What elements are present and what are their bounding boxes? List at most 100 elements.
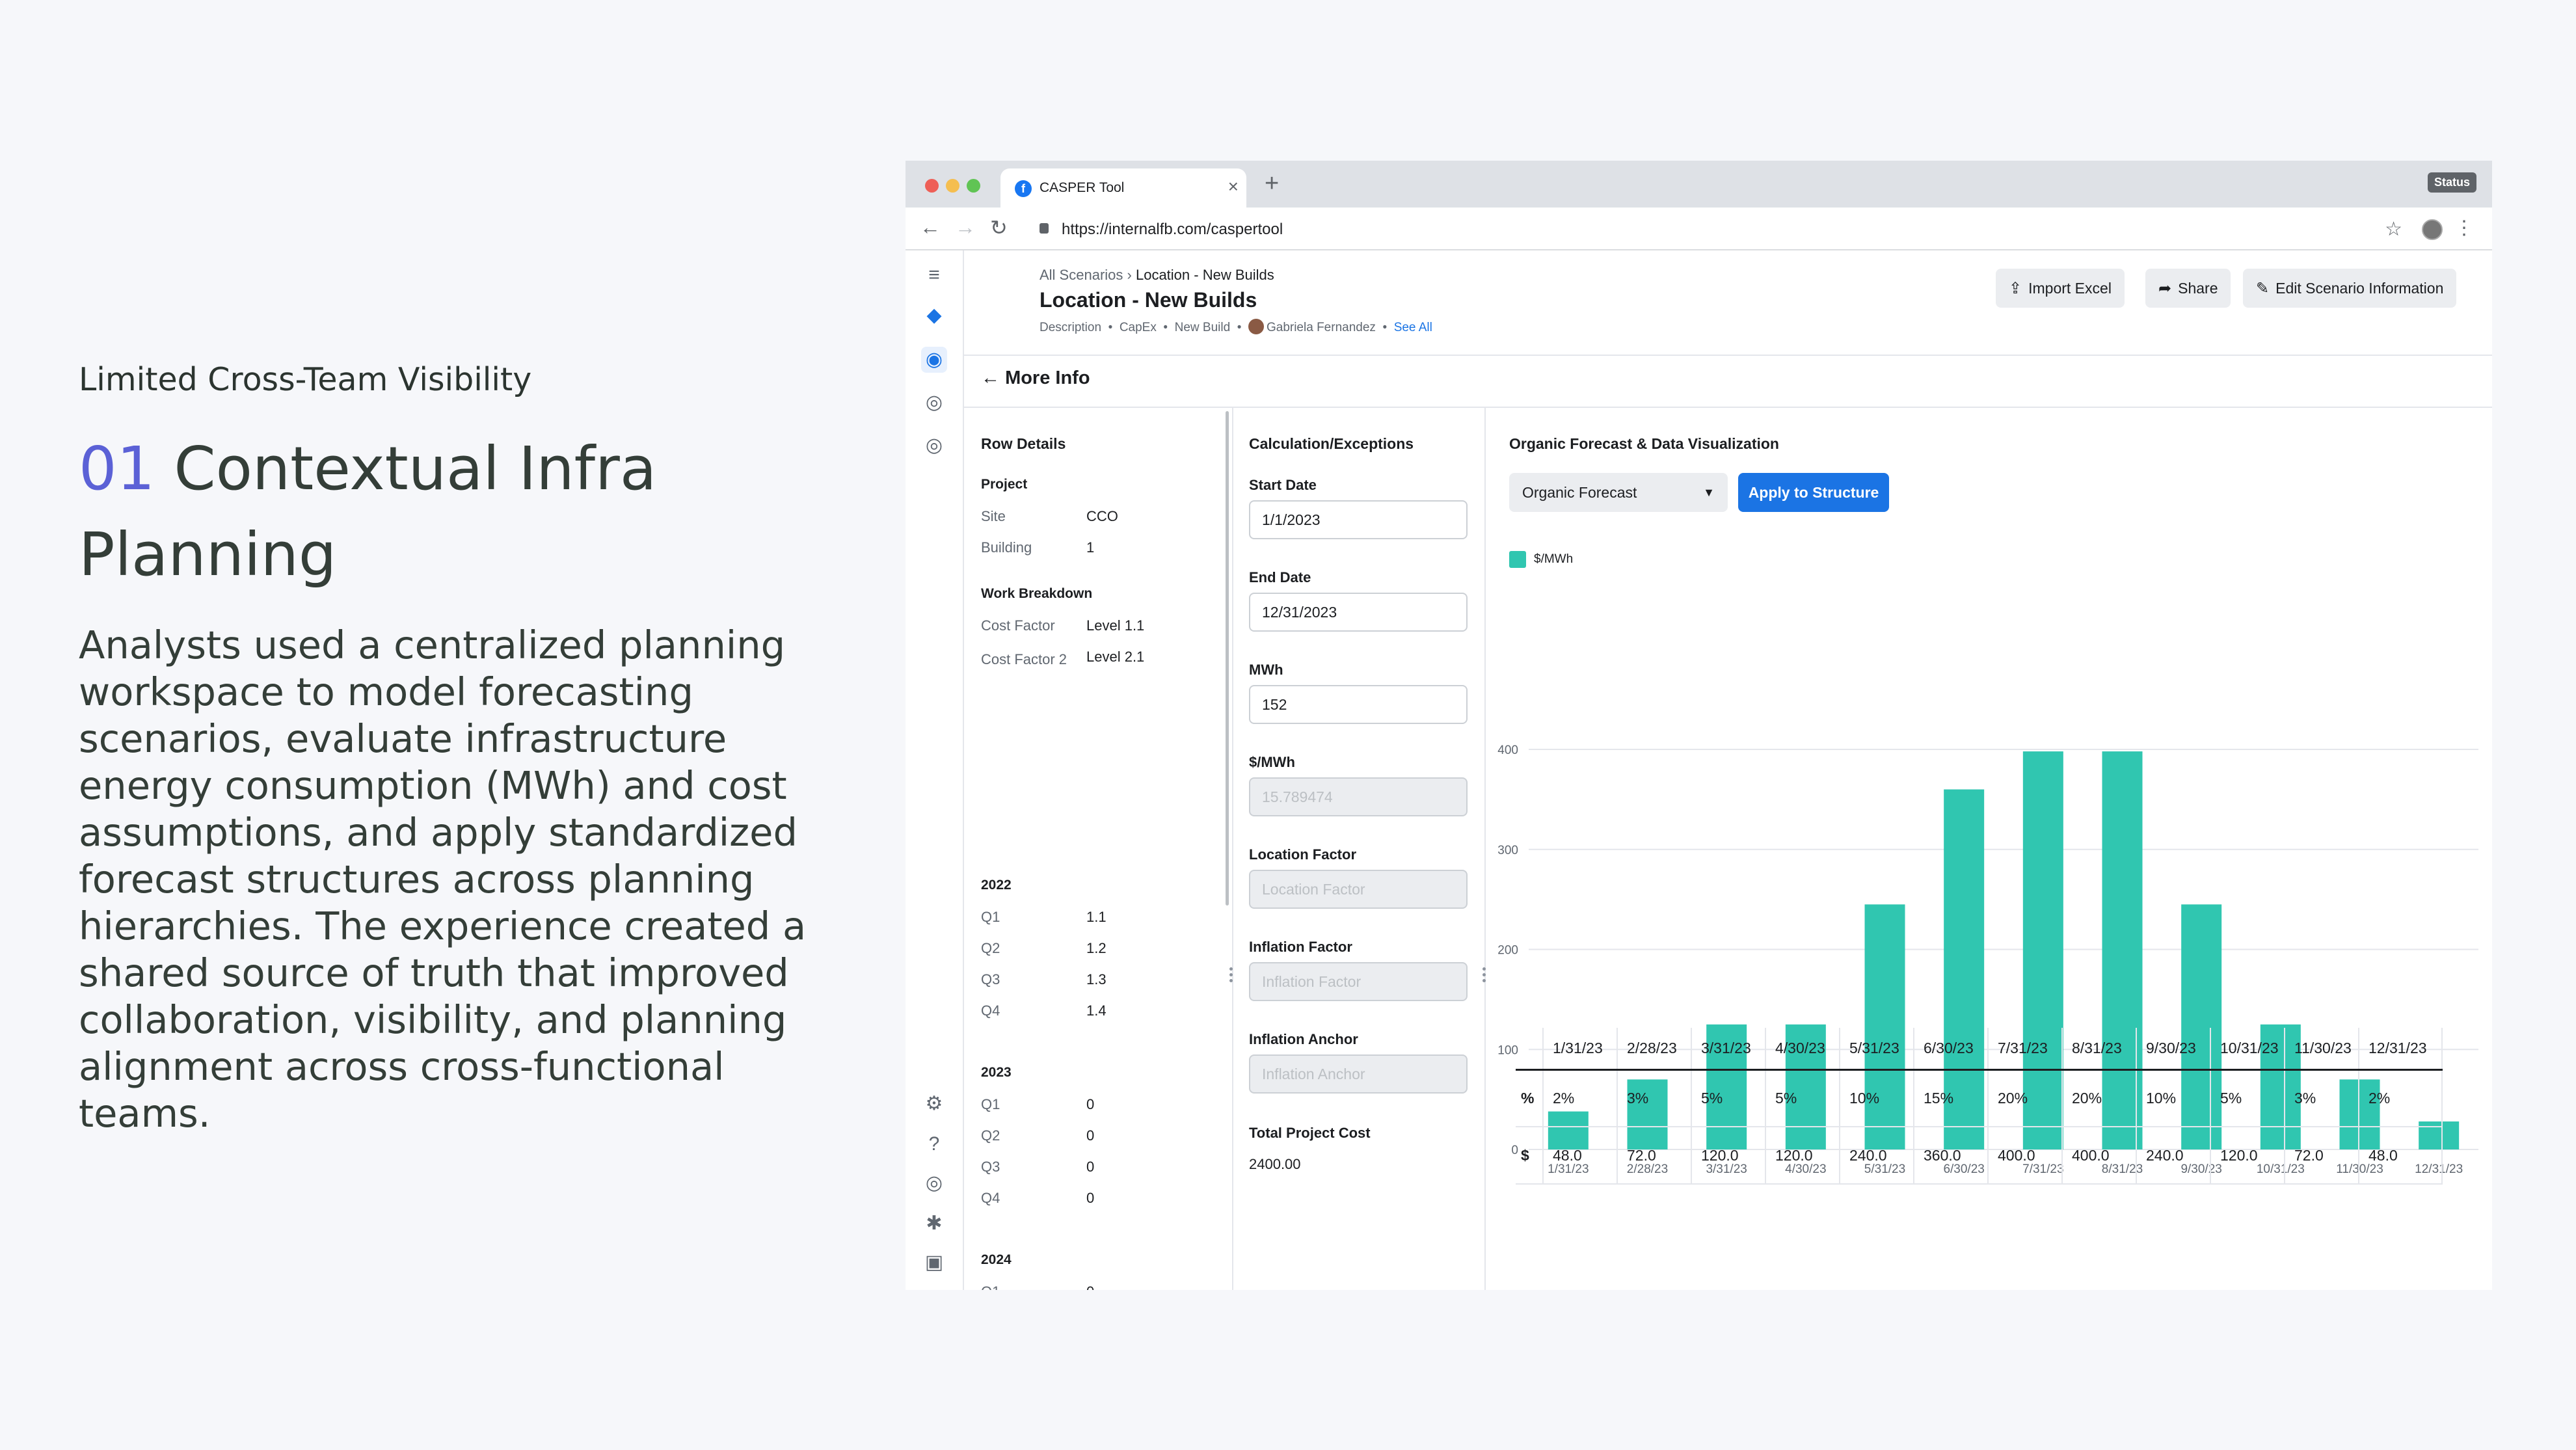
per-mwh-field[interactable]: 15.789474 bbox=[1249, 777, 1468, 816]
table-header-cell: 3/31/23 bbox=[1691, 1028, 1766, 1071]
table-cell: 5% bbox=[2210, 1069, 2285, 1127]
new-tab-icon[interactable]: + bbox=[1265, 170, 1280, 197]
breadcrumb-root[interactable]: All Scenarios bbox=[1040, 267, 1123, 283]
browser-menu-icon[interactable]: ⋮ bbox=[2454, 217, 2474, 239]
y-tick-label: 200 bbox=[1497, 944, 1518, 958]
see-all-link[interactable]: See All bbox=[1393, 321, 1432, 334]
inflation-factor-field[interactable]: Inflation Factor bbox=[1249, 962, 1468, 1001]
year-heading: 2024 bbox=[981, 1252, 1012, 1267]
table-header-cell: 4/30/23 bbox=[1765, 1028, 1840, 1071]
resize-handle-icon[interactable] bbox=[1483, 967, 1486, 989]
quarter-value: 1.1 bbox=[1086, 909, 1107, 925]
bug-icon[interactable]: ✱ bbox=[926, 1213, 943, 1234]
table-header-cell: 9/30/23 bbox=[2136, 1028, 2211, 1071]
facebook-icon: f bbox=[1015, 180, 1032, 197]
apply-to-structure-button[interactable]: Apply to Structure bbox=[1738, 473, 1889, 512]
bookmark-star-icon[interactable]: ☆ bbox=[2385, 219, 2402, 240]
table-cell: 48.0 bbox=[2359, 1127, 2443, 1185]
browser-window: f CASPER Tool × + Status ← → ↻ https://i… bbox=[906, 161, 2492, 1290]
help-icon[interactable]: ? bbox=[928, 1133, 940, 1155]
more-info-back[interactable]: ← More Info bbox=[981, 368, 1090, 389]
back-icon[interactable]: ← bbox=[920, 215, 941, 239]
quarter-value: 0 bbox=[1086, 1096, 1095, 1112]
calc-title: Calculation/Exceptions bbox=[1249, 435, 1414, 452]
meta-type: CapEx bbox=[1119, 321, 1157, 334]
forecast-icon[interactable]: ◉ bbox=[921, 347, 947, 373]
settings-icon[interactable]: ⚙ bbox=[925, 1093, 943, 1114]
quarter-value: 1.2 bbox=[1086, 940, 1107, 956]
minimize-window-button[interactable] bbox=[946, 179, 959, 193]
profile-avatar[interactable] bbox=[2422, 219, 2443, 240]
table-header-row: 1/31/23 2/28/23 3/31/23 4/30/23 5/31/23 6/30/… bbox=[1516, 1028, 2443, 1071]
cost-factor-2-label: Cost Factor 2 bbox=[981, 651, 1067, 667]
per-mwh-label: $/MWh bbox=[1249, 754, 1295, 770]
slide-subtitle: Limited Cross-Team Visibility bbox=[79, 361, 532, 398]
year-heading: 2022 bbox=[981, 878, 1012, 893]
forecast-type-value: Organic Forecast bbox=[1522, 484, 1637, 501]
site-label: Site bbox=[981, 508, 1006, 524]
mwh-label: MWh bbox=[1249, 662, 1283, 678]
table-header-cell: 12/31/23 bbox=[2359, 1028, 2443, 1071]
table-cell: 400.0 bbox=[2062, 1127, 2137, 1185]
row-label: $ bbox=[1516, 1127, 1544, 1185]
inflation-anchor-field[interactable]: Inflation Anchor bbox=[1249, 1054, 1468, 1094]
end-date-field[interactable]: 12/31/2023 bbox=[1249, 593, 1468, 632]
row-details-scrollbar[interactable] bbox=[1226, 411, 1229, 906]
column-divider bbox=[1484, 408, 1486, 1290]
chevron-right-icon: › bbox=[1127, 267, 1136, 283]
meta-category: New Build bbox=[1174, 321, 1231, 334]
resize-handle-icon[interactable] bbox=[1229, 967, 1233, 989]
currency-alt-icon[interactable]: ◎ bbox=[925, 435, 943, 456]
table-cell: 120.0 bbox=[1765, 1127, 1840, 1185]
table-cell: 72.0 bbox=[2285, 1127, 2359, 1185]
table-cell: 400.0 bbox=[1988, 1127, 2063, 1185]
close-window-button[interactable] bbox=[925, 179, 939, 193]
url-field[interactable]: https://internalfb.com/caspertool bbox=[1062, 221, 1283, 238]
y-tick-label: 300 bbox=[1497, 844, 1518, 857]
table-header-cell: 1/31/23 bbox=[1543, 1028, 1618, 1071]
owner-name: Gabriela Fernandez bbox=[1266, 321, 1376, 334]
table-cell: 2% bbox=[1543, 1069, 1618, 1127]
table-cell: 20% bbox=[2062, 1069, 2137, 1127]
share-button[interactable]: ➦ Share bbox=[2145, 269, 2231, 308]
start-date-field[interactable]: 1/1/2023 bbox=[1249, 500, 1468, 539]
reload-icon[interactable]: ↻ bbox=[990, 216, 1008, 239]
legend-swatch bbox=[1509, 551, 1526, 568]
meta-description: Description bbox=[1040, 321, 1102, 334]
forecast-table: 1/31/23 2/28/23 3/31/23 4/30/23 5/31/23 6/30/… bbox=[1516, 1028, 2443, 1185]
table-header-cell: 10/31/23 bbox=[2210, 1028, 2285, 1071]
edit-scenario-label: Edit Scenario Information bbox=[2275, 280, 2444, 297]
table-header-cell: 5/31/23 bbox=[1840, 1028, 1914, 1071]
quarter-value: 1.4 bbox=[1086, 1002, 1107, 1019]
import-excel-button[interactable]: ⇪ Import Excel bbox=[1996, 269, 2125, 308]
forecast-type-select[interactable]: Organic Forecast ▼ bbox=[1509, 473, 1728, 512]
building-value: 1 bbox=[1086, 539, 1095, 556]
quarter-label: Q4 bbox=[981, 1002, 1000, 1019]
currency-icon[interactable]: ◎ bbox=[925, 392, 943, 413]
page-title: Location - New Builds bbox=[1040, 288, 1257, 312]
table-cell: 120.0 bbox=[1691, 1127, 1766, 1185]
location-factor-field[interactable]: Location Factor bbox=[1249, 870, 1468, 909]
tab-title: CASPER Tool bbox=[1040, 180, 1125, 195]
billing-icon[interactable]: ◎ bbox=[925, 1172, 943, 1194]
breadcrumb: All Scenarios › Location - New Builds bbox=[1040, 267, 1274, 284]
mwh-field[interactable]: 152 bbox=[1249, 685, 1468, 724]
cube-icon[interactable]: ◆ bbox=[926, 304, 942, 326]
table-cell: 10% bbox=[1840, 1069, 1914, 1127]
menu-icon[interactable]: ≡ bbox=[928, 264, 940, 286]
panel-toggle-icon[interactable]: ▣ bbox=[924, 1252, 944, 1273]
forecast-title: Organic Forecast & Data Visualization bbox=[1509, 435, 1779, 452]
close-tab-icon[interactable]: × bbox=[1228, 176, 1239, 196]
quarter-label: Q1 bbox=[981, 1096, 1000, 1112]
table-cell: 15% bbox=[1914, 1069, 1989, 1127]
inflation-anchor-label: Inflation Anchor bbox=[1249, 1031, 1358, 1047]
legend-label[interactable]: $/MWh bbox=[1534, 552, 1574, 566]
table-cell: 10% bbox=[2136, 1069, 2211, 1127]
browser-tab[interactable]: f CASPER Tool × bbox=[1000, 168, 1246, 208]
maximize-window-button[interactable] bbox=[967, 179, 980, 193]
forward-icon[interactable]: → bbox=[955, 215, 976, 239]
table-corner-cell bbox=[1516, 1028, 1544, 1071]
status-badge[interactable]: Status bbox=[2427, 172, 2476, 193]
site-value: CCO bbox=[1086, 508, 1118, 524]
edit-scenario-button[interactable]: ✎ Edit Scenario Information bbox=[2243, 269, 2457, 308]
